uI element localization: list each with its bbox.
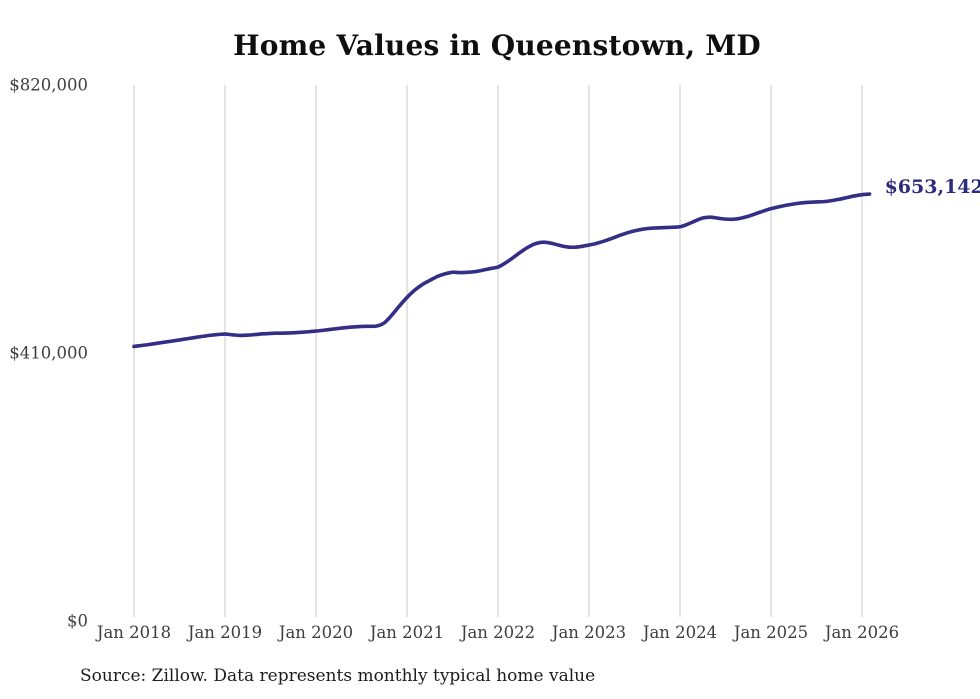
x-axis-tick-label: Jan 2023 [551,623,627,642]
x-axis-tick-label: Jan 2019 [187,623,263,642]
x-axis-tick-label: Jan 2024 [642,623,718,642]
source-note: Source: Zillow. Data represents monthly … [80,666,596,686]
x-axis-tick-label: Jan 2020 [278,623,354,642]
chart-title: Home Values in Queenstown, MD [233,29,761,62]
x-axis-tick-label: Jan 2022 [460,623,536,642]
x-axis-tick-label: Jan 2021 [369,623,445,642]
x-axis-tick-label: Jan 2025 [733,623,809,642]
y-axis-tick-label: $0 [67,611,88,631]
x-axis-tick-label: Jan 2026 [824,623,900,642]
y-axis-tick-label: $410,000 [9,343,88,363]
gridlines [133,85,863,617]
x-axis-tick-label: Jan 2018 [96,623,172,642]
home-value-line [132,192,872,349]
y-axis-tick-label: $820,000 [9,75,88,95]
latest-value-label: $653,142 [884,176,980,199]
